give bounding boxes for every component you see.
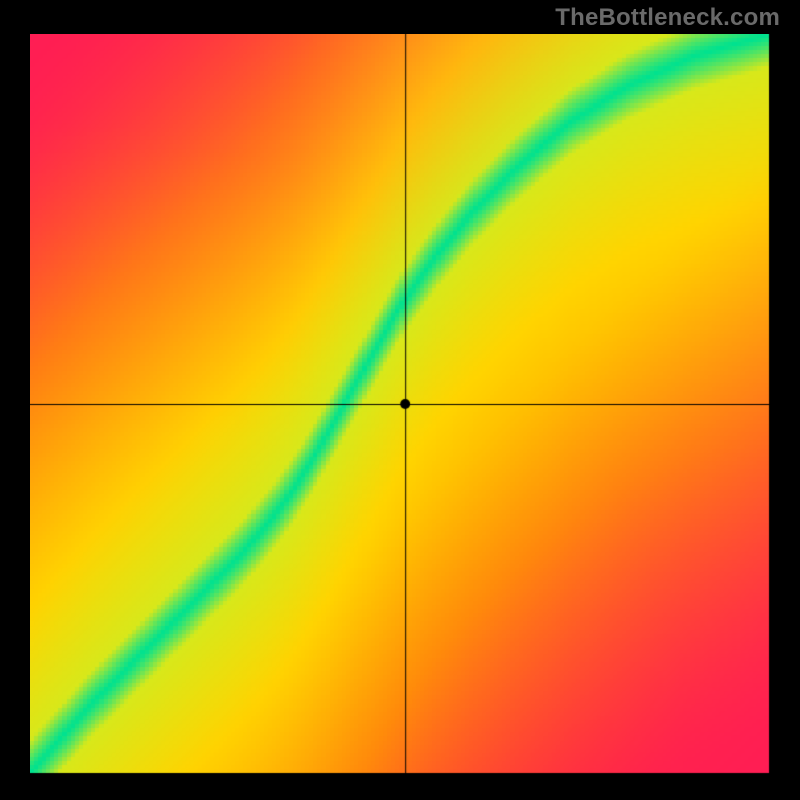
watermark-text: TheBottleneck.com <box>555 4 780 32</box>
crosshair-overlay <box>30 34 770 774</box>
chart-outer-frame: TheBottleneck.com <box>0 0 800 800</box>
